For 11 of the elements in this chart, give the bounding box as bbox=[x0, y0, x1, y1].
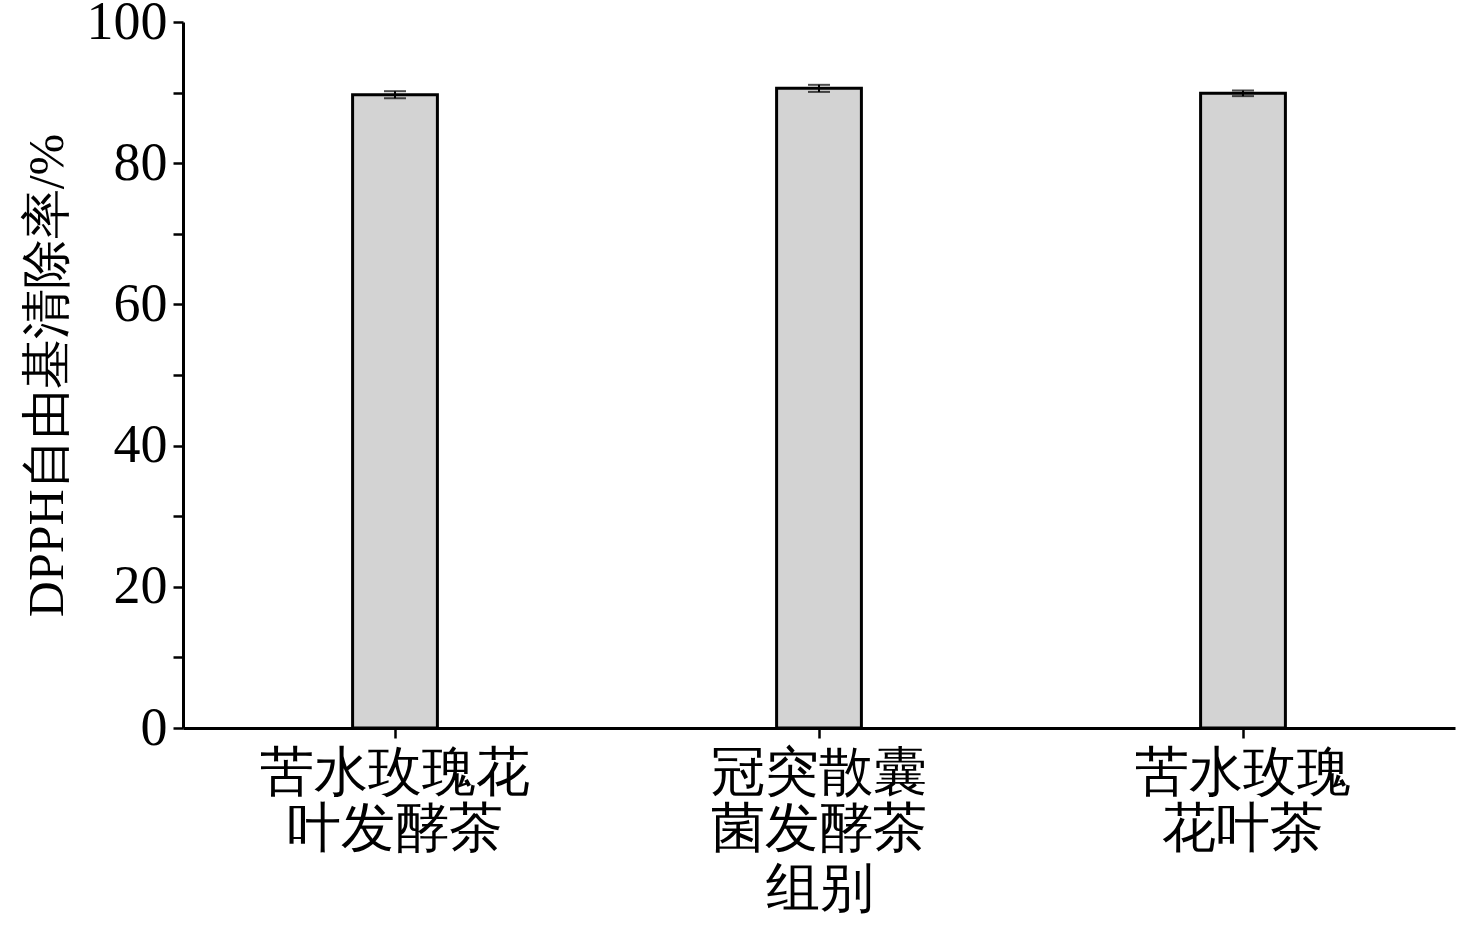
y-tick-label: 0 bbox=[140, 696, 168, 757]
y-axis-title: DPPH自由基清除率/% bbox=[17, 133, 74, 618]
y-tick-label: 40 bbox=[113, 414, 168, 475]
x-tick-label: 冠突散囊菌发酵茶 bbox=[711, 741, 927, 858]
y-tick-label: 80 bbox=[113, 131, 168, 192]
y-tick-label: 100 bbox=[86, 0, 168, 51]
y-tick-label: 20 bbox=[113, 555, 168, 616]
x-tick-label: 苦水玫瑰花叶发酵茶 bbox=[260, 741, 530, 858]
x-axis-title: 组别 bbox=[765, 857, 874, 918]
x-tick-label: 苦水玫瑰花叶茶 bbox=[1135, 741, 1351, 858]
y-tick-label: 60 bbox=[113, 272, 168, 333]
